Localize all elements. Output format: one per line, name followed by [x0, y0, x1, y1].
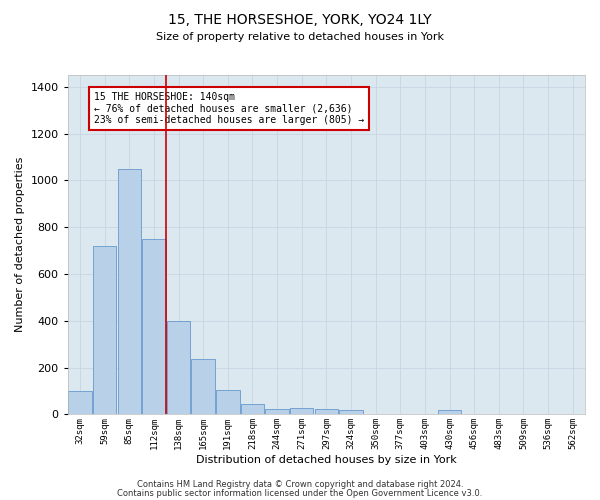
Bar	[314, 410, 338, 414]
Text: Contains HM Land Registry data © Crown copyright and database right 2024.: Contains HM Land Registry data © Crown c…	[137, 480, 463, 489]
Bar	[93, 246, 116, 414]
Text: Contains public sector information licensed under the Open Government Licence v3: Contains public sector information licen…	[118, 489, 482, 498]
Bar	[265, 410, 289, 414]
Bar	[68, 391, 92, 414]
X-axis label: Distribution of detached houses by size in York: Distribution of detached houses by size …	[196, 455, 457, 465]
Text: 15, THE HORSESHOE, YORK, YO24 1LY: 15, THE HORSESHOE, YORK, YO24 1LY	[168, 12, 432, 26]
Bar	[241, 404, 264, 414]
Bar	[191, 360, 215, 414]
Text: 15 THE HORSESHOE: 140sqm
← 76% of detached houses are smaller (2,636)
23% of sem: 15 THE HORSESHOE: 140sqm ← 76% of detach…	[94, 92, 364, 125]
Bar	[142, 239, 166, 414]
Bar	[339, 410, 362, 414]
Bar	[290, 408, 313, 414]
Bar	[167, 321, 190, 414]
Bar	[118, 168, 141, 414]
Bar	[216, 390, 239, 414]
Text: Size of property relative to detached houses in York: Size of property relative to detached ho…	[156, 32, 444, 42]
Bar	[438, 410, 461, 414]
Y-axis label: Number of detached properties: Number of detached properties	[15, 157, 25, 332]
